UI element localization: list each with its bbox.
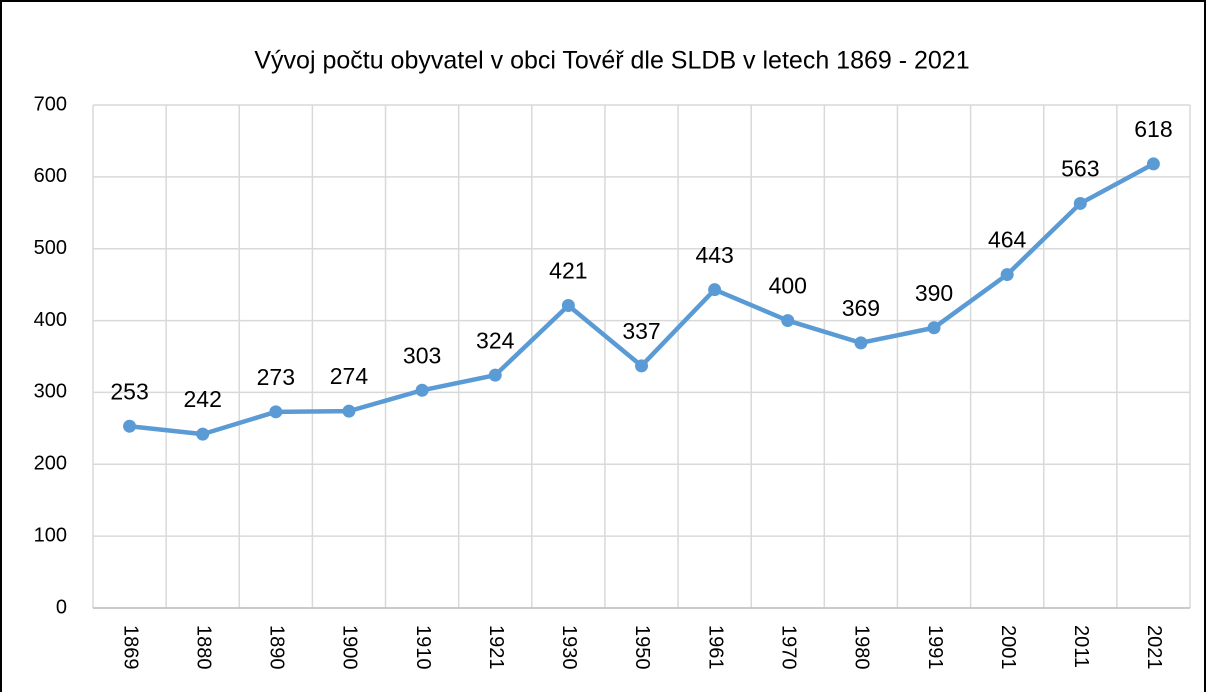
- y-tick-label: 500: [34, 237, 67, 259]
- data-label: 324: [476, 327, 515, 353]
- point: [781, 314, 795, 328]
- y-tick-label: 600: [34, 165, 67, 187]
- x-tick-label: 2011: [1070, 625, 1092, 668]
- data-label: 274: [330, 363, 369, 389]
- data-label: 464: [988, 227, 1027, 253]
- point: [123, 419, 137, 433]
- point: [854, 336, 868, 350]
- point: [269, 405, 283, 419]
- data-label: 443: [695, 242, 733, 268]
- data-label: 390: [915, 280, 953, 306]
- x-tick-label: 1890: [266, 625, 288, 670]
- point: [1000, 268, 1014, 282]
- point: [488, 368, 502, 382]
- y-tick-label: 700: [34, 93, 67, 115]
- data-label: 421: [549, 258, 587, 284]
- x-tick-label: 1991: [924, 625, 946, 670]
- chart-title: Vývoj počtu obyvatel v obci Tovéř dle SL…: [254, 47, 969, 75]
- data-label: 563: [1061, 156, 1099, 182]
- data-label: 618: [1134, 116, 1172, 142]
- point: [561, 298, 575, 312]
- data-label: 369: [842, 295, 880, 321]
- x-tick-label: 1980: [851, 625, 873, 670]
- x-tick-label: 2021: [1143, 625, 1165, 670]
- x-tick-label: 1910: [412, 625, 434, 670]
- y-tick-label: 100: [34, 524, 67, 546]
- point: [196, 427, 210, 441]
- point: [415, 383, 429, 397]
- y-tick-label: 300: [34, 381, 67, 403]
- point: [1146, 157, 1160, 171]
- data-label: 253: [110, 378, 148, 404]
- x-tick-label: 1961: [704, 625, 726, 670]
- x-tick-label: 1880: [192, 625, 214, 670]
- point: [342, 404, 356, 418]
- x-tick-label: 1921: [485, 625, 507, 670]
- x-tick-label: 1900: [339, 625, 361, 670]
- data-label: 303: [403, 342, 441, 368]
- point: [927, 321, 941, 335]
- x-tick-label: 1950: [631, 625, 653, 670]
- data-label: 337: [622, 318, 660, 344]
- y-tick-label: 0: [56, 596, 67, 618]
- point: [635, 359, 648, 373]
- data-label: 273: [257, 364, 295, 390]
- point: [1073, 196, 1087, 210]
- x-tick-label: 1930: [558, 625, 580, 670]
- data-label: 242: [184, 386, 222, 412]
- x-tick-label: 2001: [997, 625, 1019, 670]
- y-tick-label: 200: [34, 453, 67, 475]
- x-tick-label: 1869: [119, 625, 141, 670]
- point: [708, 283, 722, 297]
- data-label: 400: [769, 273, 807, 299]
- y-tick-label: 400: [34, 309, 67, 331]
- x-tick-label: 1970: [777, 625, 799, 670]
